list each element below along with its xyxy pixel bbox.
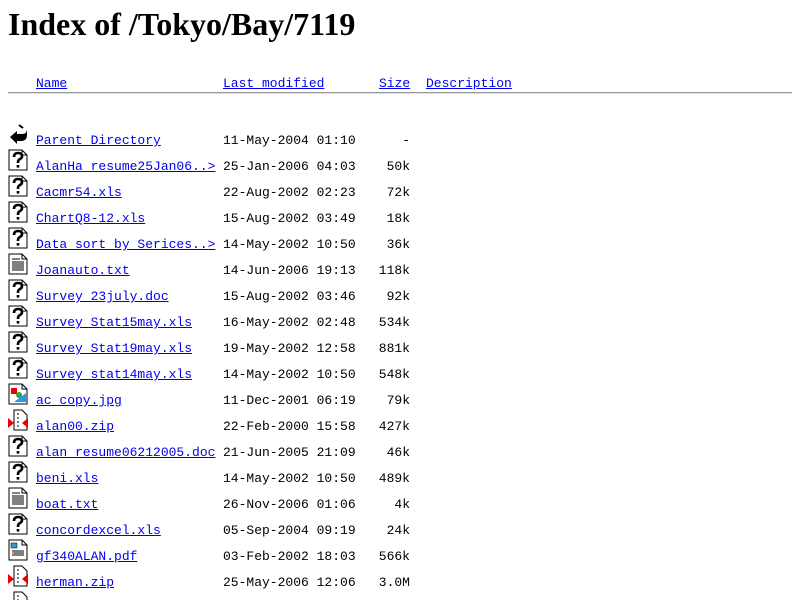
file-link[interactable]: Joanauto.txt — [36, 263, 130, 278]
last-modified: 26-Nov-2006 01:06 — [223, 497, 356, 512]
table-row — [0, 591, 800, 600]
file-size: 50k — [386, 159, 410, 174]
table-row: concordexcel.xls 05-Sep-2004 09:19 24k — [0, 513, 800, 539]
table-row: alan resume06212005.doc 21-Jun-2005 21:09… — [0, 435, 800, 461]
file-link[interactable]: alan00.zip — [36, 419, 115, 434]
back-icon — [10, 124, 27, 144]
file-link[interactable]: alan resume06212005.doc — [36, 445, 216, 460]
file-link[interactable]: Survey Stat15may.xls — [36, 315, 193, 330]
unknown-file-icon — [8, 279, 28, 301]
file-size: 18k — [386, 211, 410, 226]
unknown-file-icon — [8, 331, 28, 353]
last-modified: 16-May-2002 02:48 — [223, 315, 356, 330]
last-modified: 14-May-2002 10:50 — [223, 471, 356, 486]
last-modified: 22-Feb-2000 15:58 — [223, 419, 356, 434]
table-row: ChartQ8-12.xls 15-Aug-2002 03:49 18k — [0, 201, 800, 227]
unknown-file-icon — [8, 149, 28, 171]
table-row: Survey 23july.doc 15-Aug-2002 03:46 92k — [0, 279, 800, 305]
layout-file-icon — [8, 539, 28, 561]
sort-by-description-link[interactable]: Description — [426, 76, 512, 91]
unknown-file-icon — [8, 435, 28, 457]
table-row: Survey Stat15may.xls 16-May-2002 02:48 534… — [0, 305, 800, 331]
file-link[interactable]: Cacmr54.xls — [36, 185, 122, 200]
file-size: 24k — [386, 523, 410, 538]
last-modified: 25-May-2006 12:06 — [223, 575, 356, 590]
last-modified: 22-Aug-2002 02:23 — [223, 185, 356, 200]
file-size: 489k — [378, 471, 410, 486]
image-file-icon — [8, 383, 28, 405]
file-link[interactable]: Survey Stat19may.xls — [36, 341, 193, 356]
compressed-file-icon — [8, 565, 28, 587]
compressed-file-icon — [13, 591, 28, 600]
file-link[interactable]: ac copy.jpg — [36, 393, 122, 408]
table-row: Data sort by Serices..> 14-May-2002 10:50… — [0, 227, 800, 253]
file-link[interactable]: gf340ALAN.pdf — [36, 549, 138, 564]
last-modified: 25-Jan-2006 04:03 — [223, 159, 356, 174]
file-size: 548k — [378, 367, 410, 382]
unknown-file-icon — [8, 201, 28, 223]
file-size: 36k — [386, 237, 410, 252]
table-row: Survey stat14may.xls 14-May-2002 10:50 548… — [0, 357, 800, 383]
unknown-file-icon — [8, 513, 28, 535]
table-row: Joanauto.txt 14-Jun-2006 19:13 118k — [0, 253, 800, 279]
last-modified: 19-May-2002 12:58 — [223, 341, 356, 356]
last-modified: 11-May-2004 01:10 — [223, 133, 356, 148]
file-size: 46k — [386, 445, 410, 460]
unknown-file-icon — [8, 357, 28, 379]
file-size: 79k — [386, 393, 410, 408]
last-modified: 21-Jun-2005 21:09 — [223, 445, 356, 460]
table-row: gf340ALAN.pdf 03-Feb-2002 18:03 566k — [0, 539, 800, 565]
last-modified: 14-Jun-2006 19:13 — [223, 263, 356, 278]
table-row: ac copy.jpg 11-Dec-2001 06:19 79k — [0, 383, 800, 409]
file-size: 4k — [394, 497, 410, 512]
table-row: herman.zip 25-May-2006 12:06 3.0M — [0, 565, 800, 591]
table-row: Survey Stat19may.xls 19-May-2002 12:58 881… — [0, 331, 800, 357]
file-link[interactable]: Survey stat14may.xls — [36, 367, 193, 382]
unknown-file-icon — [8, 227, 28, 249]
file-size: - — [402, 133, 410, 148]
last-modified: 03-Feb-2002 18:03 — [223, 549, 356, 564]
last-modified: 14-May-2002 10:50 — [223, 237, 356, 252]
file-size: 118k — [378, 263, 410, 278]
table-row: boat.txt 26-Nov-2006 01:06 4k — [0, 487, 800, 513]
last-modified: 14-May-2002 10:50 — [223, 367, 356, 382]
last-modified: 15-Aug-2002 03:49 — [223, 211, 356, 226]
last-modified: 05-Sep-2004 09:19 — [223, 523, 356, 538]
file-size: 427k — [378, 419, 410, 434]
sort-by-last-modified-link[interactable]: Last modified — [223, 76, 325, 91]
file-size: 72k — [386, 185, 410, 200]
file-size: 92k — [386, 289, 410, 304]
file-link[interactable]: beni.xls — [36, 471, 99, 486]
unknown-file-icon — [8, 175, 28, 197]
table-row: Parent Directory 11-May-2004 01:10 - — [0, 123, 800, 149]
file-size: 3.0M — [378, 575, 410, 590]
table-row: AlanHa resume25Jan06..> 25-Jan-2006 04:03… — [0, 149, 800, 175]
file-link[interactable]: AlanHa resume25Jan06..> — [36, 159, 216, 174]
file-link[interactable]: Data sort by Serices..> — [36, 237, 216, 252]
sort-by-size-link[interactable]: Size — [379, 76, 411, 91]
file-link[interactable]: herman.zip — [36, 575, 115, 590]
file-link[interactable]: ChartQ8-12.xls — [36, 211, 146, 226]
file-link[interactable]: Survey 23july.doc — [36, 289, 169, 304]
file-link[interactable]: concordexcel.xls — [36, 523, 161, 538]
header-divider — [8, 92, 792, 94]
table-row: Cacmr54.xls 22-Aug-2002 02:23 72k — [0, 175, 800, 201]
text-file-icon — [8, 487, 28, 509]
unknown-file-icon — [8, 305, 28, 327]
file-size: 534k — [378, 315, 410, 330]
last-modified: 15-Aug-2002 03:46 — [223, 289, 356, 304]
file-size: 566k — [378, 549, 410, 564]
file-size: 881k — [378, 341, 410, 356]
table-row: beni.xls 14-May-2002 10:50 489k — [0, 461, 800, 487]
compressed-file-icon — [8, 409, 28, 431]
file-link[interactable]: boat.txt — [36, 497, 99, 512]
last-modified: 11-Dec-2001 06:19 — [223, 393, 356, 408]
table-row: alan00.zip 22-Feb-2000 15:58 427k — [0, 409, 800, 435]
text-file-icon — [8, 253, 28, 275]
sort-by-name-link[interactable]: Name — [36, 76, 68, 91]
page-title: Index of /Tokyo/Bay/7119 — [8, 6, 356, 42]
unknown-file-icon — [8, 461, 28, 483]
file-link[interactable]: Parent Directory — [36, 133, 161, 148]
